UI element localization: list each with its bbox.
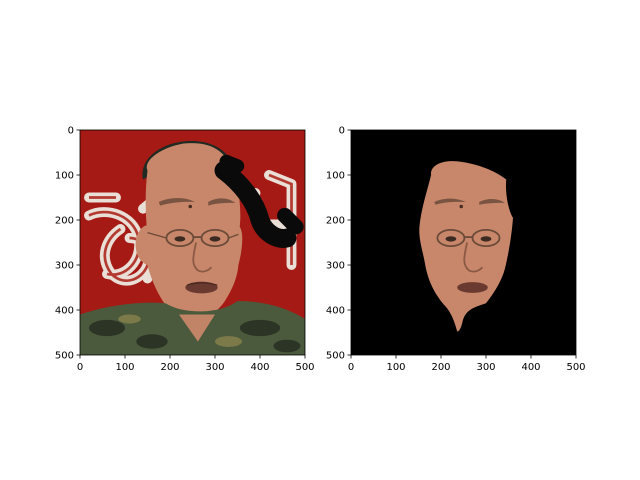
x-tick-label: 400 xyxy=(521,362,540,373)
x-tick-label: 0 xyxy=(348,362,354,373)
y-tick-label: 100 xyxy=(55,171,74,182)
x-tick-label: 0 xyxy=(77,362,83,373)
y-tick-label: 400 xyxy=(326,306,345,317)
y-tick-label: 300 xyxy=(326,261,345,272)
y-tick-label: 200 xyxy=(326,216,345,227)
y-tick-label: 200 xyxy=(55,216,74,227)
x-tick-label: 100 xyxy=(386,362,405,373)
left-axes-frame xyxy=(79,129,306,356)
y-tick-label: 300 xyxy=(55,261,74,272)
y-tick-label: 500 xyxy=(55,351,74,362)
x-tick-label: 300 xyxy=(205,362,224,373)
right-photo xyxy=(351,130,576,355)
left-photo xyxy=(80,130,305,355)
y-tick-label: 0 xyxy=(339,126,345,137)
y-tick-label: 0 xyxy=(68,126,74,137)
x-tick-label: 500 xyxy=(295,362,314,373)
x-tick-label: 400 xyxy=(250,362,269,373)
y-tick-label: 400 xyxy=(55,306,74,317)
x-tick-label: 200 xyxy=(431,362,450,373)
x-tick-label: 300 xyxy=(476,362,495,373)
x-tick-label: 500 xyxy=(566,362,585,373)
x-tick-label: 200 xyxy=(160,362,179,373)
right-axes-frame xyxy=(350,129,577,356)
x-tick-label: 100 xyxy=(115,362,134,373)
y-tick-label: 500 xyxy=(326,351,345,362)
y-tick-label: 100 xyxy=(326,171,345,182)
